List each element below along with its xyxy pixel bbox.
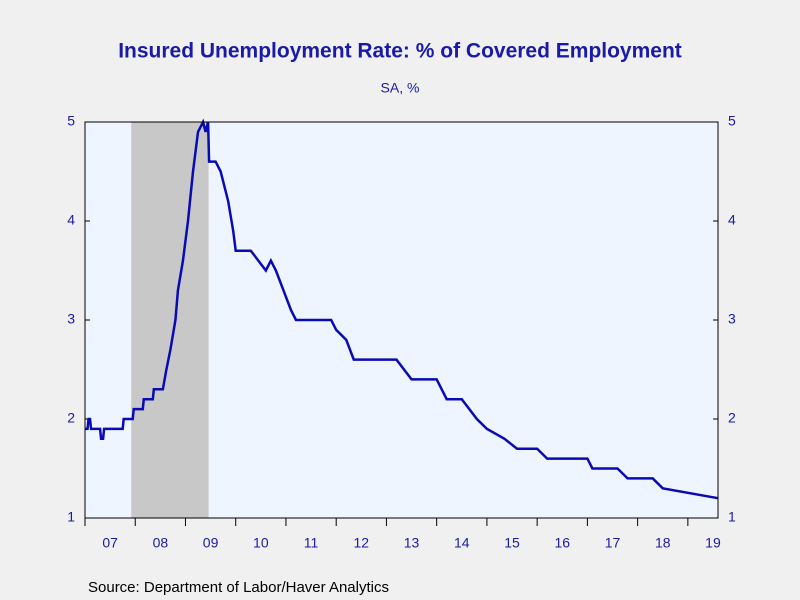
x-tick-label: 09 bbox=[203, 535, 219, 551]
y-tick-label: 4 bbox=[67, 212, 75, 228]
recession-band bbox=[131, 122, 209, 518]
x-tick-label: 13 bbox=[404, 535, 420, 551]
x-tick-label: 10 bbox=[253, 535, 269, 551]
y2-tick-label: 3 bbox=[728, 311, 736, 327]
x-tick-label: 18 bbox=[655, 535, 671, 551]
y-tick-label: 2 bbox=[67, 410, 75, 426]
x-tick-label: 15 bbox=[504, 535, 520, 551]
y2-tick-label: 4 bbox=[728, 212, 736, 228]
x-tick-label: 12 bbox=[354, 535, 370, 551]
x-tick-label: 14 bbox=[454, 535, 470, 551]
y-tick-label: 5 bbox=[67, 113, 75, 129]
x-tick-label: 07 bbox=[102, 535, 118, 551]
y2-tick-label: 5 bbox=[728, 113, 736, 129]
data-line bbox=[85, 118, 719, 500]
chart-title: Insured Unemployment Rate: % of Covered … bbox=[118, 40, 682, 63]
y2-tick-label: 1 bbox=[728, 509, 736, 525]
source-note: Source: Department of Labor/Haver Analyt… bbox=[88, 579, 389, 596]
x-tick-label: 17 bbox=[605, 535, 621, 551]
plot-border bbox=[84, 121, 719, 519]
chart-subtitle: SA, % bbox=[381, 80, 420, 96]
y2-tick-label: 2 bbox=[728, 410, 736, 426]
x-tick-label: 11 bbox=[304, 535, 319, 551]
y-tick-label: 1 bbox=[67, 509, 75, 525]
x-tick-label: 16 bbox=[554, 535, 570, 551]
x-tick-label: 19 bbox=[705, 535, 721, 551]
y-tick-label: 3 bbox=[67, 311, 75, 327]
x-tick-label: 08 bbox=[153, 535, 169, 551]
